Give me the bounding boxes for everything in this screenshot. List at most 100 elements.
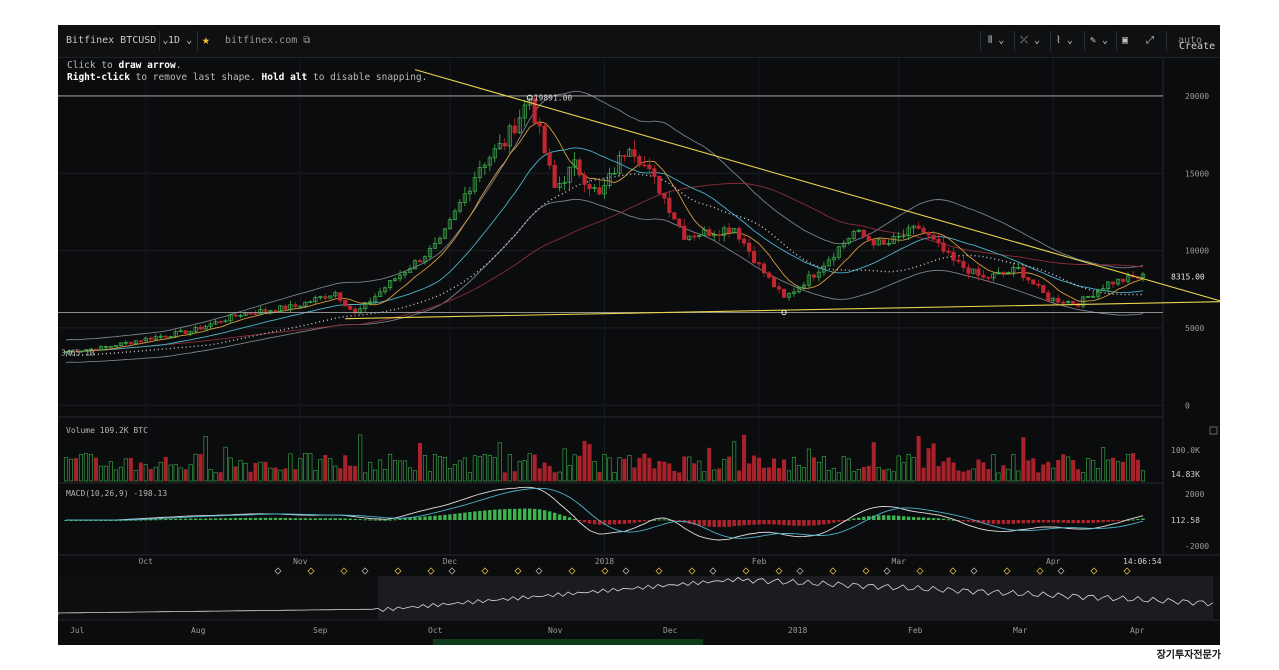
candle-body bbox=[422, 256, 428, 263]
candle-body bbox=[383, 287, 388, 293]
macd-histogram-bar bbox=[627, 520, 632, 524]
volume-bar bbox=[1106, 459, 1111, 482]
save-icon[interactable]: ▣ bbox=[1122, 35, 1129, 46]
volume-bar bbox=[128, 457, 133, 482]
interval-selector[interactable]: 1D ⌄ bbox=[168, 25, 192, 57]
compare-icon[interactable]: ⌇ ⌄ bbox=[1056, 35, 1073, 46]
volume-bar bbox=[1046, 461, 1051, 482]
candle-body bbox=[876, 239, 881, 246]
candle-body bbox=[193, 326, 198, 332]
candle-body bbox=[83, 349, 89, 352]
volume-bar bbox=[926, 448, 931, 482]
domain-link[interactable]: bitfinex.com ⧉ bbox=[225, 25, 310, 57]
candle-body bbox=[826, 259, 831, 267]
macd-histogram-bar bbox=[218, 518, 223, 520]
fullscreen-icon[interactable]: ⤢ bbox=[1146, 35, 1154, 46]
candle-body bbox=[607, 173, 612, 186]
date-tick-label: Dec bbox=[443, 557, 458, 566]
volume-bar bbox=[1071, 459, 1076, 482]
macd-histogram-bar bbox=[1071, 520, 1075, 524]
macd-histogram-bar bbox=[921, 517, 926, 520]
macd-histogram-bar bbox=[149, 519, 153, 521]
volume-bar bbox=[313, 470, 318, 482]
volume-bar bbox=[1086, 457, 1091, 482]
volume-bar bbox=[1051, 467, 1056, 482]
volume-bar bbox=[238, 460, 243, 482]
macd-histogram-bar bbox=[448, 514, 452, 520]
candle-body bbox=[88, 348, 94, 351]
volume-bar bbox=[1031, 458, 1036, 482]
bar-style-icon[interactable]: ⫴ ⌄ bbox=[988, 35, 1005, 46]
candle-body bbox=[1046, 292, 1051, 302]
volume-bar bbox=[437, 456, 442, 482]
macd-pane-label: MACD(10,26,9) -198.13 bbox=[66, 489, 167, 498]
create-alert-button[interactable]: Create A bbox=[1179, 41, 1220, 52]
volume-bar bbox=[821, 456, 826, 482]
last-price-label: 8315.00 bbox=[1171, 273, 1205, 282]
candle-body bbox=[328, 295, 333, 299]
candle-body bbox=[806, 274, 812, 286]
volume-bar bbox=[293, 469, 298, 482]
candle-body bbox=[1066, 301, 1071, 304]
macd-histogram-bar bbox=[642, 520, 647, 522]
volume-bar bbox=[657, 461, 662, 482]
macd-histogram-bar bbox=[901, 516, 906, 520]
price-tick-label: 0 bbox=[1185, 401, 1190, 410]
macd-histogram-bar bbox=[453, 513, 457, 520]
chevron-down-icon: ⌄ bbox=[162, 35, 169, 46]
candle-body bbox=[811, 274, 817, 278]
indicators-icon[interactable]: ⤫ ⌄ bbox=[1020, 35, 1041, 46]
macd-histogram-bar bbox=[1111, 520, 1115, 522]
macd-histogram-bar bbox=[348, 518, 352, 520]
macd-histogram-bar bbox=[358, 519, 362, 521]
volume-pane-label: Volume 109.2K BTC bbox=[66, 426, 148, 435]
draw-icon[interactable]: ✎ ⌄ bbox=[1090, 35, 1109, 46]
volume-bar bbox=[68, 458, 74, 482]
volume-bar bbox=[1126, 454, 1131, 482]
symbol-selector[interactable]: Bitfinex BTCUSD ⌄ bbox=[66, 25, 168, 57]
navigator-tick-label: Aug bbox=[191, 626, 206, 635]
macd-histogram-bar bbox=[298, 518, 303, 520]
volume-bar bbox=[278, 469, 283, 482]
candle-body bbox=[373, 296, 378, 303]
star-icon[interactable]: ★ bbox=[202, 33, 210, 48]
event-marker bbox=[862, 567, 870, 575]
volume-bar bbox=[477, 456, 482, 482]
volume-bar bbox=[73, 458, 79, 482]
macd-histogram-bar bbox=[458, 513, 462, 520]
candle-body bbox=[437, 237, 443, 244]
candle-body bbox=[632, 149, 637, 157]
volume-bar bbox=[88, 454, 93, 482]
price-chart[interactable]: 20000 15000 10000 5000 0 19891.00 8315.00 3465.… bbox=[58, 25, 1220, 645]
candle-body bbox=[672, 212, 677, 220]
candle-body bbox=[1021, 266, 1026, 278]
macd-histogram-bar bbox=[931, 518, 936, 520]
candle-body bbox=[293, 304, 298, 307]
volume-bar bbox=[83, 453, 88, 482]
macd-histogram-bar bbox=[657, 519, 662, 521]
candle-body bbox=[273, 310, 278, 313]
macd-histogram-bar bbox=[742, 520, 746, 526]
macd-histogram-bar bbox=[333, 518, 337, 520]
candle-body bbox=[308, 301, 313, 304]
candle-body bbox=[313, 297, 318, 303]
volume-bar bbox=[567, 465, 572, 482]
volume-bar bbox=[328, 458, 333, 482]
macd-histogram-bar bbox=[807, 520, 811, 526]
macd-histogram-bar bbox=[547, 511, 552, 520]
macd-histogram-bar bbox=[273, 517, 278, 520]
volume-bar bbox=[403, 460, 408, 482]
macd-histogram-bar bbox=[413, 517, 417, 520]
auto-toggle[interactable]: auto bbox=[1178, 35, 1203, 46]
candle-body bbox=[771, 276, 777, 288]
macd-histogram-bar bbox=[752, 520, 756, 525]
candle-body bbox=[173, 331, 178, 337]
candle-body bbox=[1140, 273, 1146, 278]
volume-bar bbox=[1056, 459, 1061, 482]
macd-histogram-bar bbox=[69, 520, 73, 521]
macd-histogram-bar bbox=[622, 520, 627, 524]
volume-bar bbox=[891, 471, 896, 482]
volume-bar bbox=[412, 470, 418, 482]
macd-histogram-bar bbox=[1021, 520, 1026, 524]
candle-body bbox=[841, 242, 846, 248]
